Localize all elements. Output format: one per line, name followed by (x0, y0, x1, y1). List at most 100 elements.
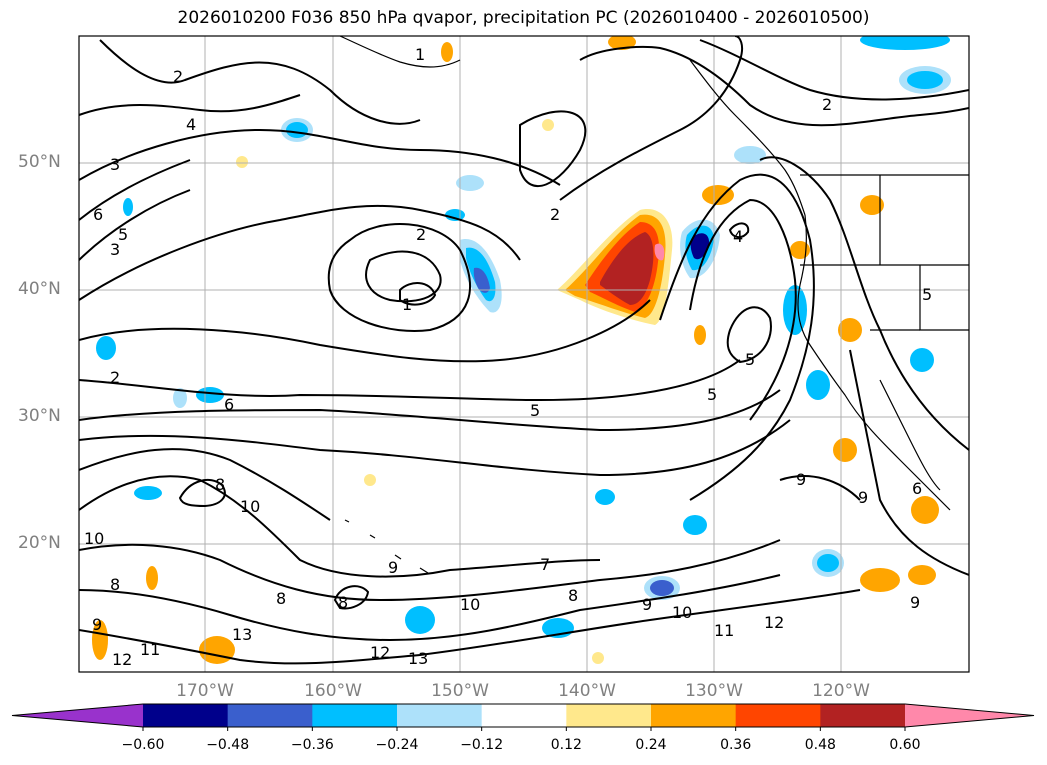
contour-line (99, 39, 421, 125)
positive-anomaly-region (600, 232, 654, 305)
contour-label: 2 (550, 205, 560, 224)
contour-line (79, 475, 601, 578)
contour-line (559, 36, 744, 201)
canada-coast (689, 59, 806, 216)
contour-line (79, 189, 191, 261)
contour-label: 10 (672, 603, 692, 622)
negative-anomaly-patch (173, 388, 187, 408)
lon-label-130w: 130°W (685, 681, 743, 701)
lon-label-160w: 160°W (304, 681, 362, 701)
coastlines (339, 35, 969, 574)
contour-line (79, 589, 861, 665)
negative-anomaly-patch (96, 336, 116, 360)
hawaii-islands (344, 519, 429, 574)
positive-anomaly-patch (833, 438, 857, 462)
contour-label: 9 (858, 488, 868, 507)
contour-label: 10 (84, 529, 104, 548)
qvapor-contours (79, 36, 969, 665)
lat-label-40n: 40°N (18, 279, 61, 299)
colorbar-segment (227, 704, 313, 727)
positive-anomaly-patch (702, 185, 734, 205)
contour-line (689, 198, 797, 421)
negative-anomaly-patch (405, 606, 435, 634)
us-west-coast (797, 214, 951, 511)
negative-anomaly-patch (860, 36, 950, 50)
negative-anomaly-patch (907, 71, 943, 89)
contour-label: 8 (568, 586, 578, 605)
contour-labels: 1 2 3 4 5 6 3 2 2 1 4 2 2 6 5 5 5 5 6 9 … (84, 45, 932, 669)
contour-label: 13 (232, 625, 252, 644)
contour-label: 5 (118, 225, 128, 244)
negative-anomaly-patch (286, 122, 308, 138)
positive-anomaly-patch (592, 652, 604, 664)
colorbar-tick-label: 0.36 (720, 737, 752, 753)
contour-line (178, 478, 226, 508)
contour-line (79, 204, 521, 301)
contour-label: 9 (642, 595, 652, 614)
contour-line (79, 94, 301, 116)
contour-line (659, 173, 815, 501)
colorbar-segment (820, 704, 906, 727)
contour-label: 8 (338, 593, 348, 612)
contour-label: 9 (92, 615, 102, 634)
contour-label: 11 (140, 640, 160, 659)
contour-line (79, 448, 331, 521)
plot-frame (78, 35, 970, 673)
positive-anomaly-patch (860, 568, 900, 592)
contour-line (699, 39, 969, 101)
positive-anomaly-region (654, 243, 665, 261)
contour-label: 7 (540, 555, 550, 574)
contour-line (759, 156, 969, 451)
contour-label: 5 (707, 385, 717, 404)
colorbar-segment (481, 704, 567, 727)
gridlines (79, 36, 969, 672)
positive-anomaly-patch (364, 474, 376, 486)
contour-label: 5 (745, 350, 755, 369)
contour-label: 13 (408, 649, 428, 668)
contour-label: 6 (93, 205, 103, 224)
colorbar-tick-label: −0.60 (121, 737, 165, 753)
contour-label: 1 (415, 45, 425, 64)
positive-anomaly-patch (441, 42, 453, 62)
contour-line (519, 110, 587, 188)
positive-anomaly-patch (860, 195, 884, 215)
contour-label: 3 (110, 240, 120, 259)
contour-label: 8 (276, 589, 286, 608)
contour-label: 10 (460, 595, 480, 614)
map-title: 2026010200 F036 850 hPa qvapor, precipit… (177, 8, 870, 28)
alaska-coast (339, 35, 461, 68)
negative-anomaly-patch (683, 515, 707, 535)
contour-line (79, 128, 561, 186)
lon-label-150w: 150°W (431, 681, 489, 701)
contour-label: 1 (402, 295, 412, 314)
contour-line (779, 475, 861, 501)
contour-label: 2 (416, 225, 426, 244)
lat-label-30n: 30°N (18, 406, 61, 426)
contour-line (327, 223, 471, 332)
contour-line (79, 389, 781, 432)
contour-label: 6 (912, 479, 922, 498)
contour-label: 5 (530, 401, 540, 420)
contour-label: 4 (186, 115, 196, 134)
contour-line (849, 349, 969, 576)
positive-anomaly-patch (790, 241, 810, 259)
lon-label-120w: 120°W (812, 681, 870, 701)
positive-anomaly-patch (542, 119, 554, 131)
contour-line (399, 282, 437, 306)
negative-anomaly-patch (817, 554, 839, 572)
positive-anomaly-patch (908, 565, 936, 585)
colorbar-tick-label: −0.24 (375, 737, 419, 753)
contour-label: 8 (110, 575, 120, 594)
contour-label: 2 (822, 95, 832, 114)
colorbar-segment (143, 704, 229, 727)
negative-anomaly-region (690, 233, 710, 260)
contour-label: 4 (733, 227, 743, 246)
contour-label: 11 (714, 621, 734, 640)
negative-anomaly-patch (456, 175, 484, 191)
lon-label-140w: 140°W (558, 681, 616, 701)
positive-anomaly-patch (146, 566, 158, 590)
colorbar-tick-label: 0.12 (550, 737, 582, 753)
contour-label: 12 (112, 650, 132, 669)
positive-anomaly-patch (199, 636, 235, 664)
